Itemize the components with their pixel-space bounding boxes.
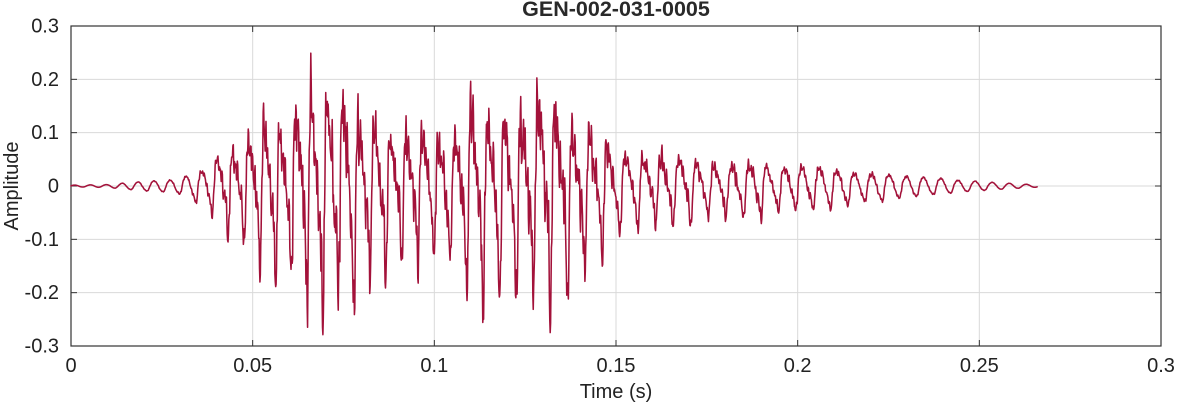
- svg-text:0.3: 0.3: [31, 16, 59, 38]
- svg-text:0.1: 0.1: [420, 355, 448, 377]
- svg-text:0.05: 0.05: [233, 355, 272, 377]
- svg-text:Amplitude: Amplitude: [1, 142, 23, 231]
- svg-text:0.2: 0.2: [784, 355, 812, 377]
- svg-text:0.3: 0.3: [1147, 355, 1175, 377]
- svg-text:0: 0: [48, 176, 59, 198]
- svg-text:GEN-002-031-0005: GEN-002-031-0005: [522, 0, 710, 21]
- svg-text:-0.1: -0.1: [25, 229, 59, 251]
- svg-text:0.15: 0.15: [597, 355, 636, 377]
- svg-text:0.25: 0.25: [960, 355, 999, 377]
- svg-text:-0.3: -0.3: [25, 336, 59, 358]
- svg-text:0.2: 0.2: [31, 69, 59, 91]
- svg-text:0: 0: [65, 355, 76, 377]
- svg-text:-0.2: -0.2: [25, 282, 59, 304]
- svg-text:0.1: 0.1: [31, 122, 59, 144]
- svg-text:Time (s): Time (s): [580, 381, 653, 403]
